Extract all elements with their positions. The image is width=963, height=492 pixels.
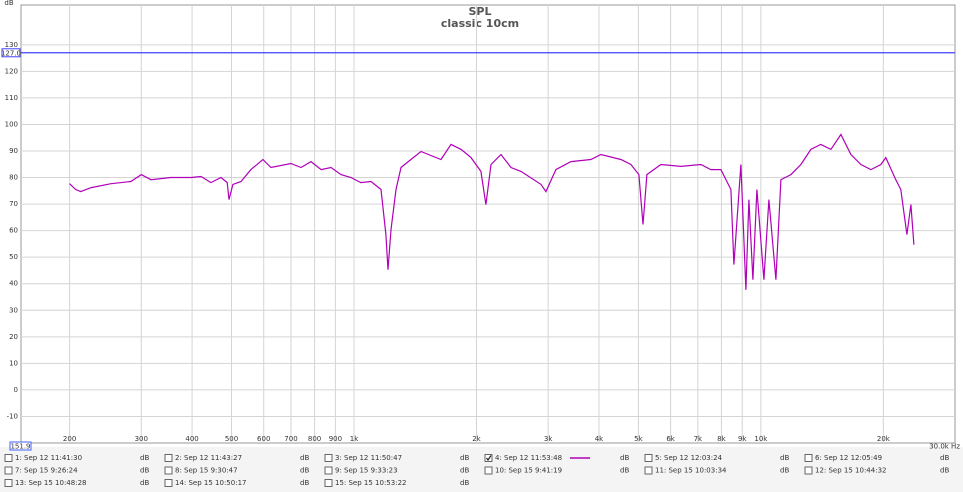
x-tick-label: 2k	[472, 435, 481, 443]
y-tick-label: 130	[5, 41, 18, 49]
x-tick-label: 4k	[595, 435, 604, 443]
legend-label[interactable]: 10: Sep 15 9:41:19	[495, 467, 562, 475]
legend-label[interactable]: 2: Sep 12 11:43:27	[175, 454, 242, 462]
legend-label[interactable]: 7: Sep 15 9:26:24	[15, 467, 78, 475]
legend-unit: dB	[620, 467, 629, 475]
legend-unit: dB	[620, 454, 629, 462]
legend-checkbox[interactable]	[324, 454, 333, 462]
chart-subtitle: classic 10cm	[441, 17, 519, 30]
x-tick-label: 400	[185, 435, 198, 443]
x-tick-label: 300	[135, 435, 148, 443]
x-tick-label: 20k	[877, 435, 891, 443]
legend-checkbox[interactable]	[484, 454, 493, 462]
legend-checkbox[interactable]	[804, 466, 813, 475]
legend-checkbox[interactable]	[324, 479, 333, 487]
x-tick-label: 800	[308, 435, 321, 443]
y-tick-label: -10	[7, 412, 18, 420]
x-tick-label: 600	[257, 435, 270, 443]
chart-title: SPL	[469, 5, 492, 18]
legend-unit: dB	[300, 467, 309, 475]
y-tick-label: 80	[9, 174, 18, 182]
legend-label[interactable]: 15: Sep 15 10:53:22	[335, 479, 406, 487]
legend-unit: dB	[140, 479, 149, 487]
legend-checkbox[interactable]	[4, 479, 13, 487]
legend-label[interactable]: 11: Sep 15 10:03:34	[655, 467, 727, 475]
x-tick-label: 900	[329, 435, 342, 443]
legend-unit: dB	[300, 454, 309, 462]
legend-label[interactable]: 9: Sep 15 9:33:23	[335, 467, 398, 475]
y-tick-label: 60	[9, 227, 18, 235]
legend-label[interactable]: 3: Sep 12 11:50:47	[335, 454, 402, 462]
plot-area	[20, 4, 956, 444]
y-tick-label: 20	[9, 333, 18, 341]
legend-unit: dB	[460, 467, 469, 475]
legend-label[interactable]: 13: Sep 15 10:48:28	[15, 479, 86, 487]
x-tick-label: 5k	[634, 435, 643, 443]
legend-checkbox[interactable]	[644, 466, 653, 475]
legend-unit: dB	[300, 479, 309, 487]
legend-label[interactable]: 5: Sep 12 12:03:24	[655, 454, 723, 462]
y-tick-label: 30	[9, 306, 18, 314]
legend-label[interactable]: 8: Sep 15 9:30:47	[175, 467, 238, 475]
legend-label[interactable]: 12: Sep 15 10:44:32	[815, 467, 886, 475]
x-tick-label: 6k	[666, 435, 675, 443]
legend-unit: dB	[140, 454, 149, 462]
legend-unit: dB	[780, 467, 789, 475]
legend-label[interactable]: 14: Sep 15 10:50:17	[175, 479, 246, 487]
x-tick-label: 500	[225, 435, 238, 443]
x-tick-label: 200	[63, 435, 76, 443]
x-start-label: 151.9	[10, 443, 30, 451]
y-tick-label: 90	[9, 147, 18, 155]
legend-unit: dB	[940, 454, 949, 462]
legend-checkbox[interactable]	[644, 454, 653, 462]
legend-label[interactable]: 4: Sep 12 11:53:48	[495, 454, 562, 462]
legend-panel	[0, 447, 963, 492]
legend-checkbox[interactable]	[164, 479, 173, 487]
legend-checkbox[interactable]	[164, 454, 173, 462]
legend-label[interactable]: 6: Sep 12 12:05:49	[815, 454, 882, 462]
legend-unit: dB	[140, 467, 149, 475]
y-tick-label: 120	[5, 67, 18, 75]
legend-checkbox[interactable]	[324, 466, 333, 475]
y-axis-label: dB	[4, 0, 13, 7]
data-line	[69, 133, 915, 290]
x-start-box	[9, 441, 32, 451]
y-tick-label: 100	[5, 120, 18, 128]
legend-unit: dB	[460, 479, 469, 487]
x-tick-label: 700	[284, 435, 297, 443]
y-tick-label: 50	[9, 253, 18, 261]
x-tick-label: 9k	[738, 435, 747, 443]
x-tick-label: 7k	[694, 435, 703, 443]
y-tick-label: 10	[9, 359, 18, 367]
x-tick-label: 10k	[754, 435, 768, 443]
y-tick-label: 70	[9, 200, 18, 208]
y-tick-label: 0	[14, 386, 18, 394]
x-tick-label: 3k	[544, 435, 553, 443]
legend-checkbox[interactable]	[804, 454, 813, 462]
x-tick-label: 8k	[717, 435, 726, 443]
legend-label[interactable]: 1: Sep 12 11:41:30	[15, 454, 82, 462]
legend-check	[486, 455, 492, 462]
x-end-label: 30.0k Hz	[929, 443, 960, 451]
cursor-label: 127.0	[1, 49, 21, 57]
cursor-box	[1, 48, 21, 58]
legend-checkbox[interactable]	[484, 466, 493, 475]
legend-unit: dB	[460, 454, 469, 462]
legend-checkbox[interactable]	[4, 454, 13, 462]
y-tick-label: 110	[5, 94, 18, 102]
legend-checkbox[interactable]	[4, 466, 13, 475]
legend-unit: dB	[940, 467, 949, 475]
legend-unit: dB	[780, 454, 789, 462]
legend-checkbox[interactable]	[164, 466, 173, 475]
y-tick-label: 40	[9, 280, 18, 288]
x-tick-label: 1k	[350, 435, 359, 443]
